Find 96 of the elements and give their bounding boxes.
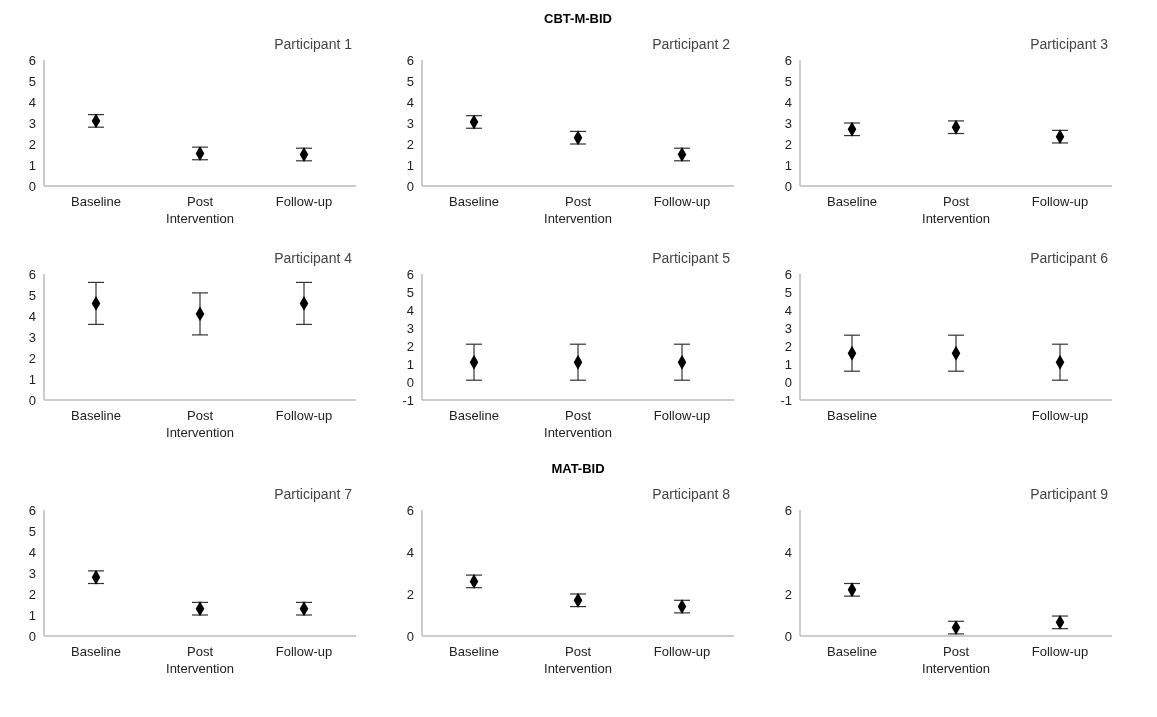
y-tick-label: 4 [784, 94, 792, 110]
y-tick-label: 5 [28, 287, 36, 303]
y-tick-label: 0 [784, 374, 792, 390]
x-tick-label: Baseline [71, 194, 121, 209]
x-tick-label: Post Intervention [544, 644, 612, 676]
x-tick-label: Post Intervention [166, 194, 234, 226]
x-tick-label: Baseline [449, 408, 499, 423]
y-tick-label: 1 [406, 356, 414, 372]
y-tick-label: 5 [784, 73, 792, 89]
y-tick-label: 1 [28, 371, 36, 387]
y-tick-label: 1 [784, 157, 792, 173]
y-tick-label: 4 [406, 544, 414, 560]
y-tick-label: 4 [784, 544, 792, 560]
y-tick-label: 6 [28, 502, 36, 518]
x-tick-label: Baseline [449, 194, 499, 209]
x-tick-label: Baseline [827, 194, 877, 209]
y-tick-label: 2 [406, 136, 414, 152]
x-tick-label: Follow-up [275, 408, 333, 423]
x-tick-label: Follow-up [1031, 194, 1089, 209]
y-tick-label: 4 [28, 308, 36, 324]
y-tick-label: 4 [28, 544, 36, 560]
y-tick-label: 4 [784, 302, 792, 318]
y-tick-label: 3 [28, 329, 36, 345]
x-tick-label: Post Intervention [544, 408, 612, 440]
y-tick-label: 0 [28, 178, 36, 194]
y-tick-label: 0 [406, 178, 414, 194]
x-tick-label: Baseline [71, 644, 121, 659]
x-tick-label: Follow-up [275, 194, 333, 209]
y-tick-label: 3 [784, 115, 792, 131]
y-tick-label: 0 [406, 628, 414, 644]
y-tick-label: 3 [406, 115, 414, 131]
x-tick-label: Post Intervention [922, 644, 990, 676]
y-tick-label: 6 [784, 266, 792, 282]
y-tick-label: 2 [28, 136, 36, 152]
y-tick-label: 4 [406, 302, 414, 318]
y-tick-label: 6 [784, 52, 792, 68]
x-tick-label: Post Intervention [544, 194, 612, 226]
y-tick-label: 6 [406, 52, 414, 68]
x-tick-label: Post Intervention [922, 194, 990, 226]
y-tick-label: -1 [402, 392, 414, 408]
x-tick-label: Baseline [827, 408, 877, 423]
chart-title: Participant 2 [652, 36, 730, 52]
chart-title: Participant 5 [652, 250, 730, 266]
y-tick-label: 3 [784, 320, 792, 336]
y-tick-label: 1 [28, 607, 36, 623]
y-tick-label: -1 [780, 392, 792, 408]
y-tick-label: 2 [28, 350, 36, 366]
chart-title: Participant 6 [1030, 250, 1108, 266]
y-tick-label: 2 [784, 136, 792, 152]
y-tick-label: 1 [406, 157, 414, 173]
x-tick-label: Post Intervention [166, 644, 234, 676]
x-tick-label: Follow-up [653, 194, 711, 209]
chart-title: Participant 1 [274, 36, 352, 52]
y-tick-label: 2 [406, 586, 414, 602]
x-tick-label: Baseline [449, 644, 499, 659]
chart-title: Participant 3 [1030, 36, 1108, 52]
y-tick-label: 5 [406, 284, 414, 300]
x-tick-label: Baseline [827, 644, 877, 659]
chart-title: Participant 9 [1030, 486, 1108, 502]
y-tick-label: 2 [406, 338, 414, 354]
y-tick-label: 6 [28, 266, 36, 282]
y-tick-label: 4 [28, 94, 36, 110]
y-tick-label: 3 [406, 320, 414, 336]
y-tick-label: 0 [784, 628, 792, 644]
y-tick-label: 5 [28, 523, 36, 539]
x-tick-label: Baseline [71, 408, 121, 423]
y-tick-label: 4 [406, 94, 414, 110]
chart-title: Participant 7 [274, 486, 352, 502]
y-tick-label: 2 [28, 586, 36, 602]
y-tick-label: 5 [28, 73, 36, 89]
text: MAT-BID [550, 460, 606, 478]
y-tick-label: 0 [784, 178, 792, 194]
x-tick-label: Follow-up [1031, 644, 1089, 659]
y-tick-label: 5 [406, 73, 414, 89]
y-tick-label: 0 [28, 392, 36, 408]
y-tick-label: 6 [406, 502, 414, 518]
x-tick-label: Post Intervention [166, 408, 234, 440]
y-tick-label: 0 [28, 628, 36, 644]
y-tick-label: 2 [784, 338, 792, 354]
x-tick-label: Follow-up [1031, 408, 1089, 423]
text: CBT-M-BID [543, 10, 613, 28]
y-tick-label: 5 [784, 284, 792, 300]
y-tick-label: 6 [406, 266, 414, 282]
y-tick-label: 1 [28, 157, 36, 173]
y-tick-label: 6 [28, 52, 36, 68]
y-tick-label: 1 [784, 356, 792, 372]
y-tick-label: 0 [406, 374, 414, 390]
y-tick-label: 3 [28, 115, 36, 131]
chart-title: Participant 4 [274, 250, 352, 266]
y-tick-label: 6 [784, 502, 792, 518]
x-tick-label: Follow-up [275, 644, 333, 659]
chart-title: Participant 8 [652, 486, 730, 502]
x-tick-label: Follow-up [653, 644, 711, 659]
x-tick-label: Follow-up [653, 408, 711, 423]
y-tick-label: 2 [784, 586, 792, 602]
y-tick-label: 3 [28, 565, 36, 581]
